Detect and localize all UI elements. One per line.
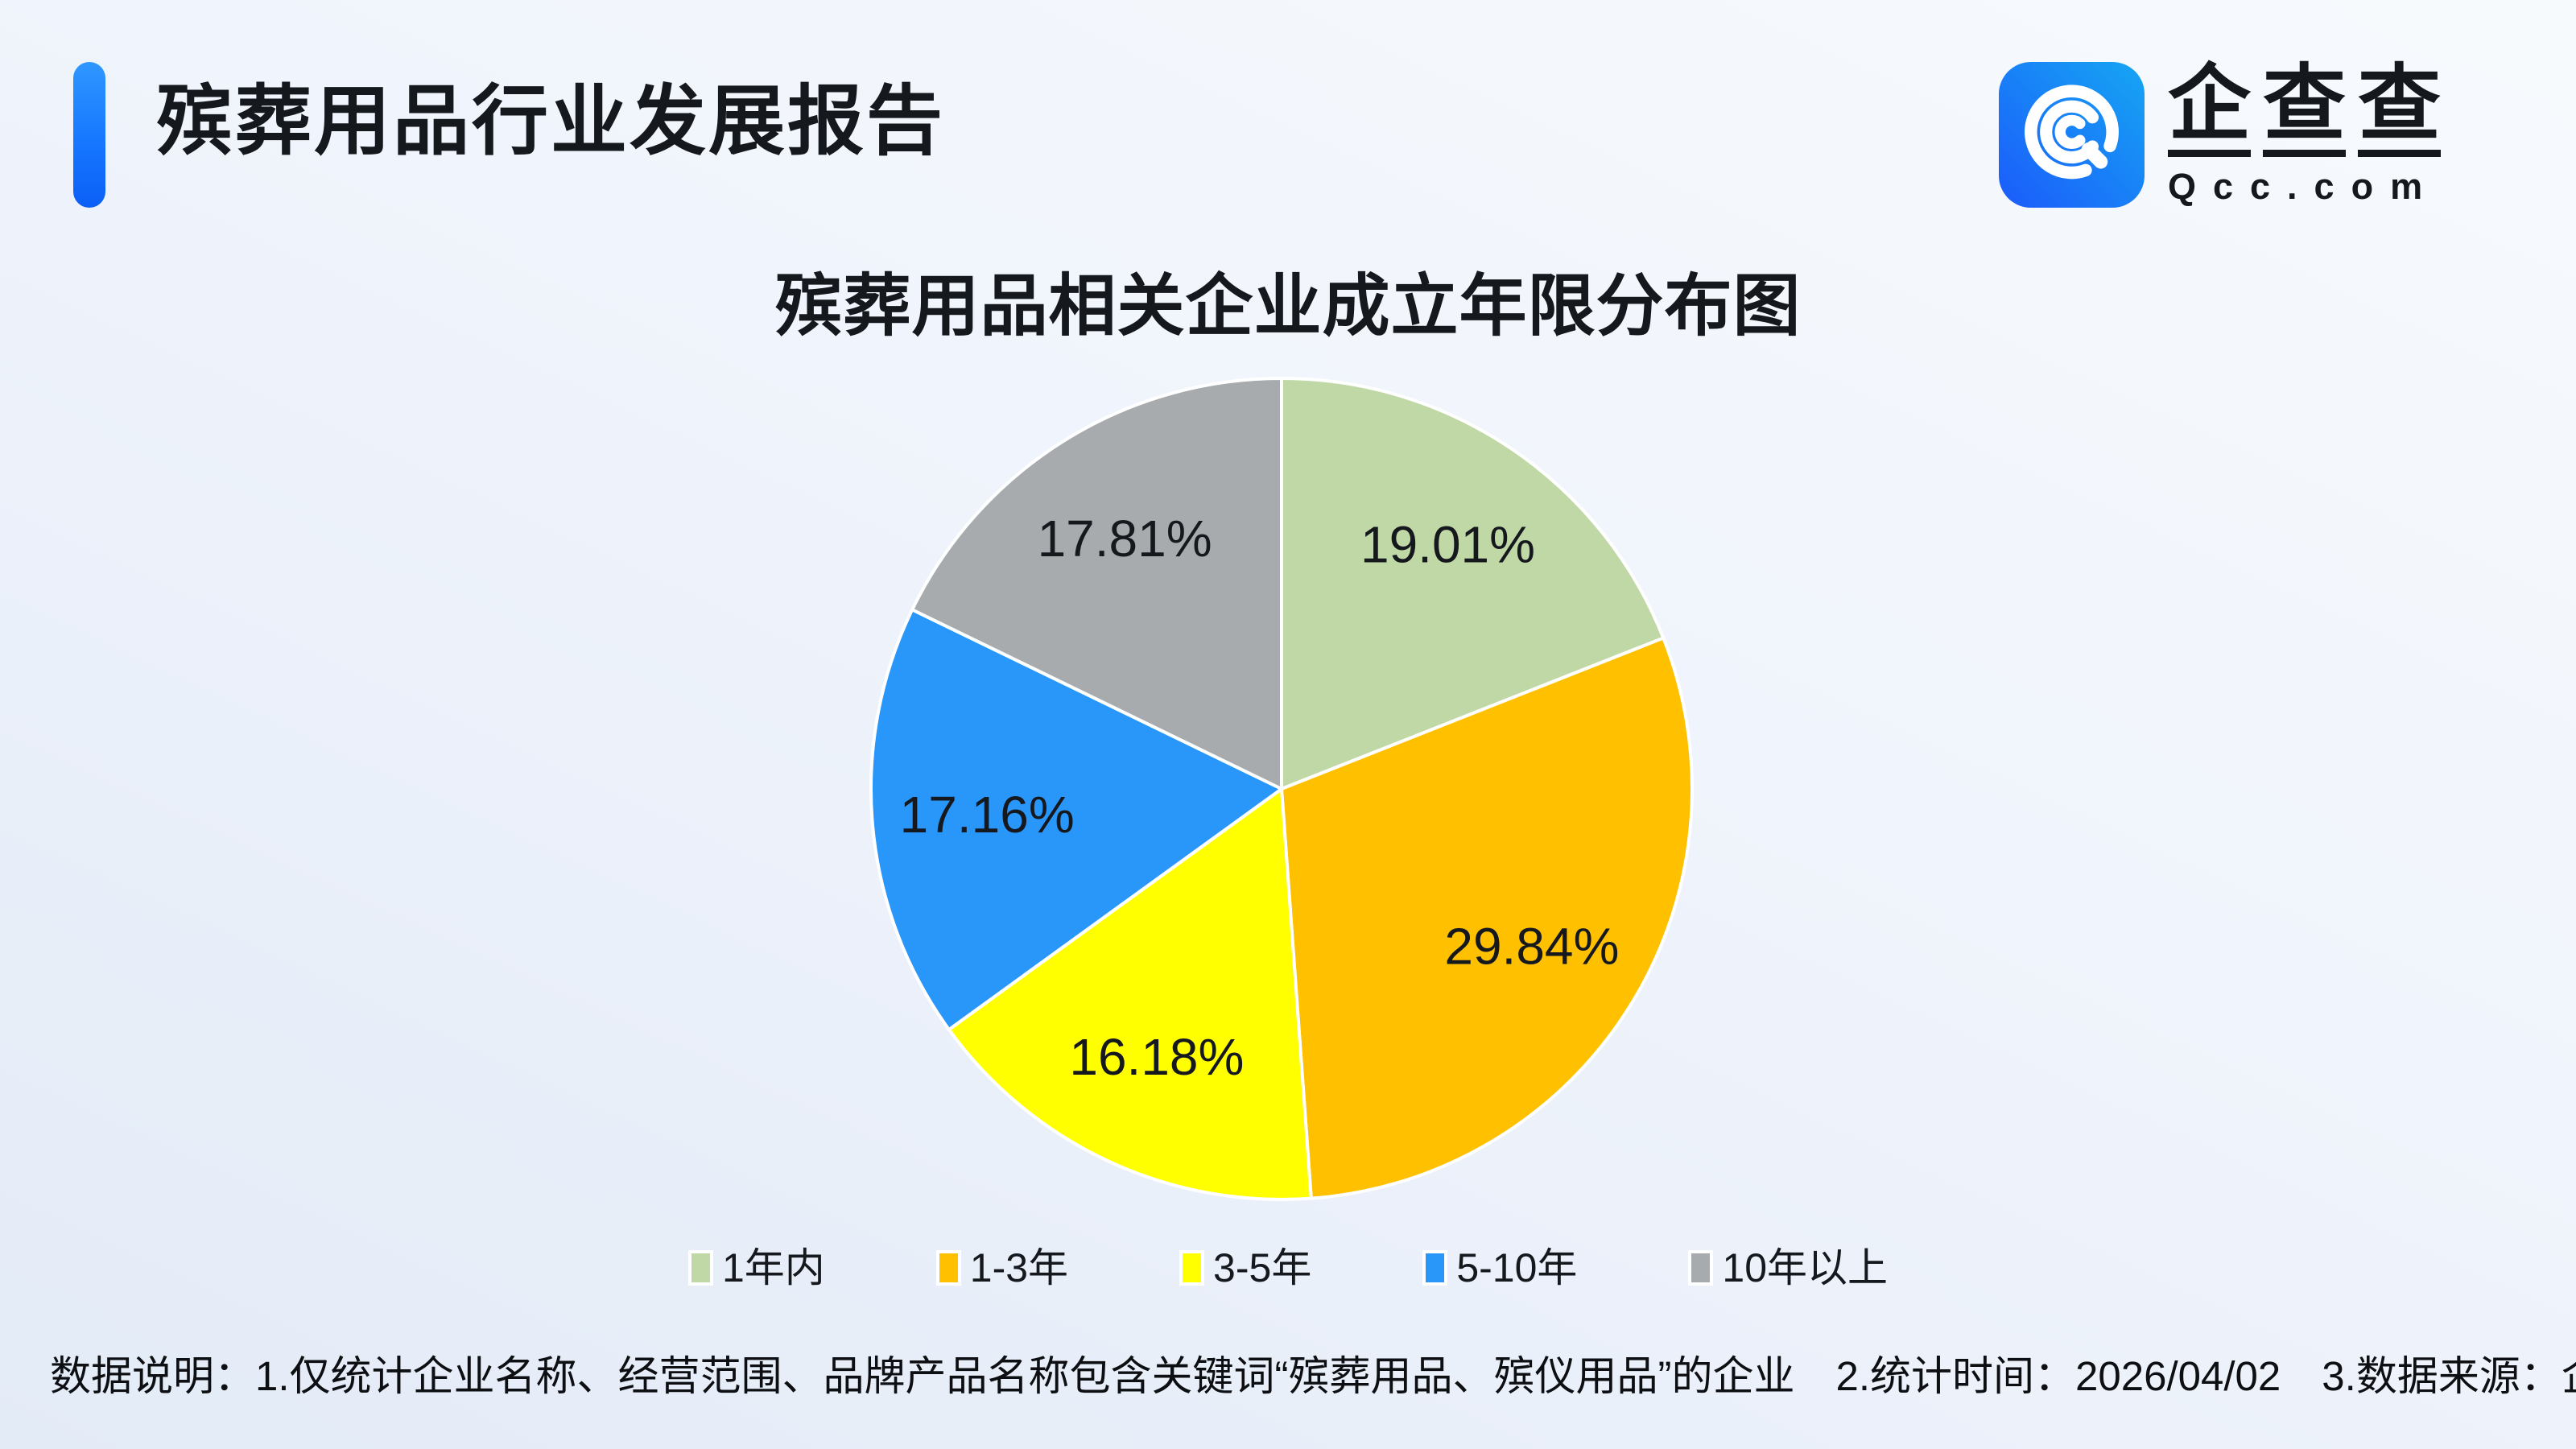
logo-brand-char: 查 [2358,62,2441,157]
qcc-magnifier-icon [1999,62,2145,208]
legend-swatch [1179,1250,1205,1286]
data-notes: 数据说明：1.仅统计企业名称、经营范围、品牌产品名称包含关键词“殡葬用品、殡仪用… [50,1353,2576,1399]
pie-slice-3-5年 [947,787,1313,1202]
pie-slice-10年以上 [910,377,1283,791]
pie-slice-label: 29.84% [1444,917,1619,975]
legend-swatch [935,1250,961,1286]
title-accent-bar [73,62,105,208]
logo-brand-char: 查 [2263,62,2346,157]
pie-slice-1年内 [1280,377,1666,791]
legend-label: 10年以上 [1722,1245,1889,1290]
legend-item-1年内: 1年内 [687,1245,825,1290]
logo-brand-char: 企 [2168,62,2251,157]
chart-title: 殡葬用品相关企业成立年限分布图 [774,268,1802,344]
legend-label: 3-5年 [1213,1245,1312,1290]
qcc-logo-text: 企查查 Qcc.com [2168,62,2441,208]
legend-swatch [1688,1250,1714,1286]
pie-slice-label: 17.16% [900,786,1075,844]
legend-item-5-10年: 5-10年 [1422,1248,1577,1288]
logo-brand-chars: 企查查 [2168,62,2441,157]
legend-label: 1年内 [721,1245,825,1290]
pie-chart: 19.01% 29.84% 16.18% 17.16% 17.81% [869,377,1694,1202]
legend-item-10年以上: 10年以上 [1688,1248,1888,1288]
chart-legend: 1年内 1-3年 3-5年 5-10年 10年以上 [0,1248,2576,1288]
pie-slice-1-3年 [1280,636,1694,1200]
pie-slice-label: 17.81% [1038,510,1212,568]
legend-item-1-3年: 1-3年 [935,1245,1069,1290]
logo-domain-text: Qcc.com [2168,166,2440,207]
pie-slice-label: 19.01% [1360,515,1535,573]
qcc-logo: 企查查 Qcc.com [1999,62,2441,208]
pie-slice-label: 16.18% [1069,1028,1244,1086]
legend-label: 5-10年 [1456,1245,1578,1290]
legend-label: 1-3年 [969,1245,1069,1290]
page-title: 殡葬用品行业发展报告 [156,79,946,164]
legend-item-3-5年: 3-5年 [1179,1248,1311,1288]
legend-swatch [1422,1250,1448,1286]
legend-swatch [687,1250,713,1286]
pie-slice-5-10年 [869,608,1283,1031]
